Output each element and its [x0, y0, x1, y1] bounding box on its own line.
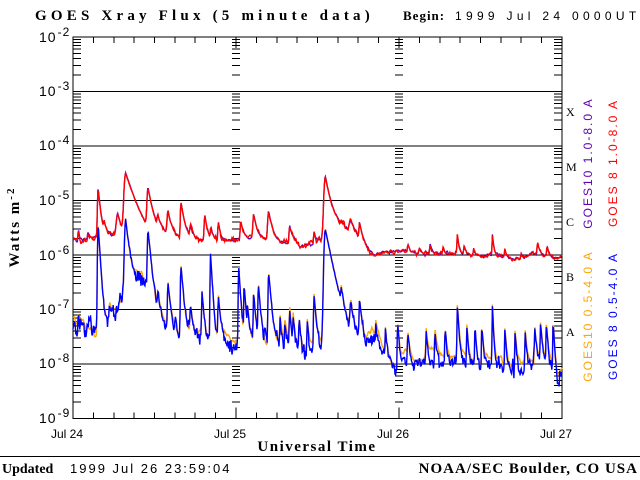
- svg-text:Watts m-2: Watts m-2: [5, 187, 23, 268]
- svg-text:GOES10 1.0-8.0 A: GOES10 1.0-8.0 A: [581, 97, 595, 228]
- svg-text:GOES Xray Flux (5 minute data): GOES Xray Flux (5 minute data): [35, 8, 374, 24]
- svg-text:Begin:: Begin:: [403, 8, 445, 23]
- svg-text:Jul 24: Jul 24: [51, 427, 83, 441]
- svg-text:A: A: [566, 325, 575, 339]
- svg-text:Updated: Updated: [2, 462, 54, 477]
- svg-text:Jul 25: Jul 25: [214, 427, 246, 441]
- svg-text:GOES10 0.5-4.0 A: GOES10 0.5-4.0 A: [581, 250, 595, 381]
- svg-text:1999 Jul 24 0000UT: 1999 Jul 24 0000UT: [455, 9, 640, 23]
- svg-text:X: X: [566, 105, 575, 119]
- svg-text:B: B: [566, 270, 574, 284]
- svg-text:C: C: [566, 215, 574, 229]
- svg-text:Jul 26: Jul 26: [377, 427, 409, 441]
- svg-text:GOES 8 0.5-4.0 A: GOES 8 0.5-4.0 A: [606, 252, 620, 380]
- svg-text:M: M: [566, 160, 577, 174]
- svg-text:1999 Jul 26 23:59:04: 1999 Jul 26 23:59:04: [70, 461, 231, 476]
- svg-text:NOAA/SEC Boulder, CO USA: NOAA/SEC Boulder, CO USA: [419, 461, 638, 477]
- svg-text:Universal Time: Universal Time: [257, 439, 376, 455]
- svg-text:GOES 8 1.0-8.0 A: GOES 8 1.0-8.0 A: [606, 99, 620, 227]
- svg-text:Jul 27: Jul 27: [540, 427, 572, 441]
